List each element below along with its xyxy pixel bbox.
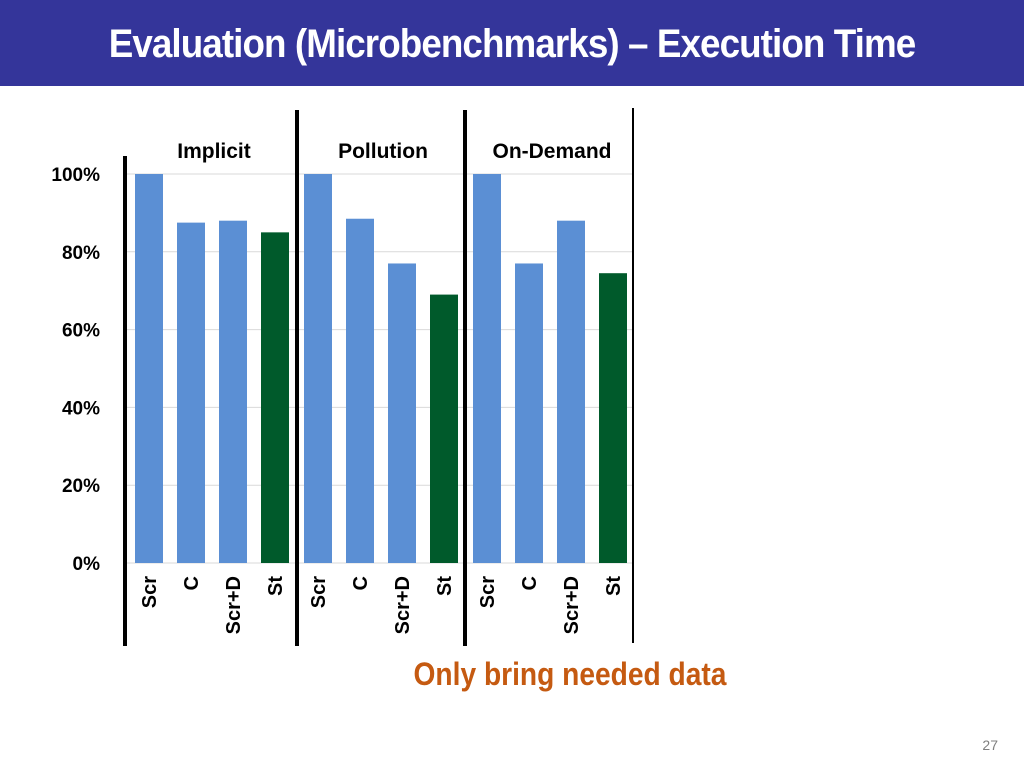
bar-pollution-c — [346, 218, 374, 564]
y-tick-label: 80% — [62, 243, 100, 264]
slide-title: Evaluation (Microbenchmarks) – Execution… — [108, 22, 917, 66]
y-tick-label: 0% — [73, 554, 101, 575]
y-axis-labels: 0% 20% 40% 60% 80% 100% — [51, 165, 100, 575]
category-label: Scr+D — [561, 576, 583, 634]
y-tick-label: 40% — [62, 398, 100, 419]
category-label: Scr+D — [223, 576, 245, 634]
gridlines — [125, 173, 632, 564]
group-label: Pollution — [338, 140, 428, 163]
y-tick-label: 100% — [51, 165, 100, 186]
bar-implicit-st — [261, 232, 289, 563]
bar-implicit-scr — [135, 174, 163, 563]
category-label: Scr+D — [392, 576, 414, 634]
y-tick-label: 60% — [62, 321, 100, 342]
title-bar — [0, 0, 1024, 86]
category-label: C — [350, 576, 372, 590]
category-label: C — [181, 576, 203, 590]
bar-on-demand-scr-d — [557, 220, 585, 563]
group-labels: Implicit Pollution On-Demand — [177, 140, 611, 163]
bar-on-demand-c — [515, 263, 543, 563]
category-label: Scr — [308, 576, 330, 608]
category-label: Scr — [139, 576, 161, 608]
bar-implicit-c — [177, 222, 205, 563]
category-label: Scr — [477, 576, 499, 608]
bar-pollution-st — [430, 294, 458, 563]
bar-implicit-scr-d — [219, 220, 247, 563]
bar-pollution-scr-d — [388, 263, 416, 563]
group-label: On-Demand — [492, 140, 611, 163]
category-label: C — [519, 576, 541, 590]
category-label: St — [603, 576, 625, 596]
category-labels: Scr C Scr+D St Scr C Scr+D St Scr C Scr+D St — [139, 576, 625, 635]
category-label: St — [265, 576, 287, 596]
bar-on-demand-st — [599, 273, 627, 563]
bars — [135, 174, 627, 564]
y-tick-label: 20% — [62, 476, 100, 497]
bar-pollution-scr — [304, 174, 332, 563]
category-label: St — [434, 576, 456, 596]
group-label: Implicit — [177, 140, 251, 163]
bar-on-demand-scr — [473, 174, 501, 563]
group-separators — [123, 108, 634, 646]
callout-text: Only bring needed data — [413, 656, 727, 692]
page-number: 27 — [982, 737, 998, 753]
